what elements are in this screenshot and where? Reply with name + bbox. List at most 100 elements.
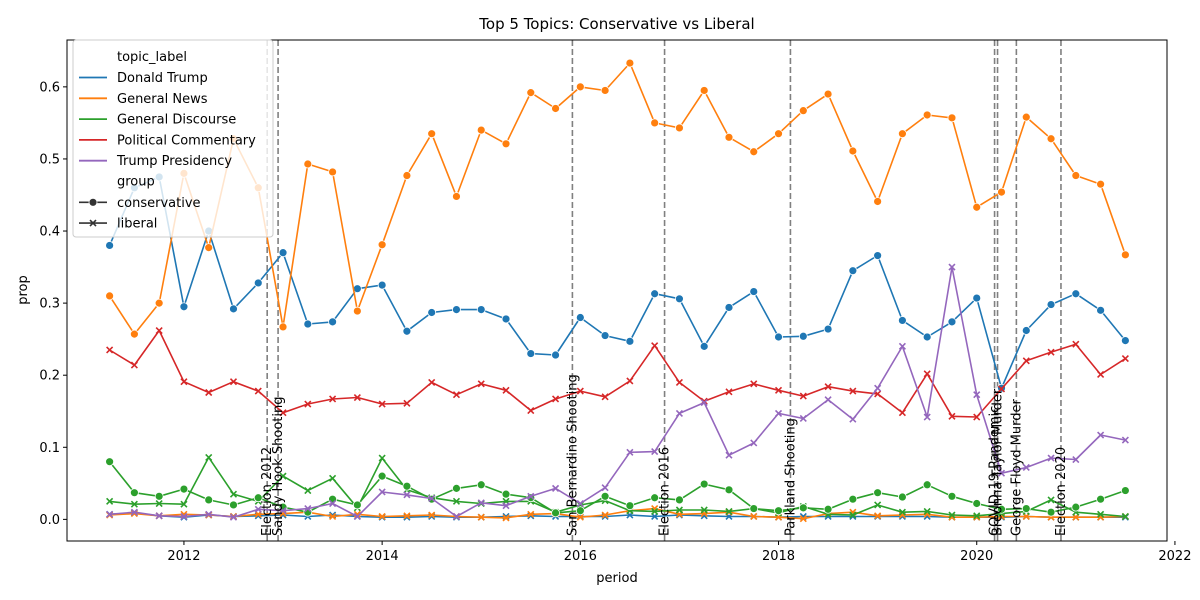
legend-entry: General Discourse [117,113,236,128]
data-point [1071,289,1081,299]
data-point [180,500,188,508]
data-point [675,123,684,133]
data-point [501,139,511,149]
data-point [403,491,411,499]
data-point [849,387,857,395]
data-point [278,248,288,258]
data-point [229,490,238,498]
data-point [502,514,510,522]
data-point [303,159,313,169]
data-point [651,507,659,516]
data-point [106,497,114,505]
data-point [948,511,956,519]
data-point [403,512,411,520]
data-point [229,378,238,386]
data-point [750,380,758,388]
data-point [873,197,883,206]
data-point [254,505,262,513]
data-point [823,89,833,99]
data-point [848,146,858,156]
data-point [155,326,163,335]
data-point [329,499,337,508]
data-point [898,508,906,516]
data-point [1022,357,1030,365]
liberal-line [109,507,1126,520]
data-point [675,378,683,386]
data-point [253,278,263,288]
data-point [675,294,684,304]
data-point [1046,300,1056,309]
data-point [476,480,486,490]
data-point [699,86,709,95]
x-tick-label: 2018 [762,549,795,564]
data-point [675,506,683,514]
data-point [823,504,833,514]
data-point [898,492,907,502]
data-point [501,489,511,499]
data-point [527,510,535,518]
data-point [526,88,536,98]
data-point [650,289,660,299]
data-point [427,308,437,317]
event-label: COVID-19 Pandemic [988,406,1003,536]
data-point [551,508,560,518]
data-point [105,241,115,250]
data-point [130,508,138,516]
y-axis: 0.0 0.1 0.2 0.3 0.4 0.5 0.6 [39,80,67,528]
legend-entry: Trump Presidency [116,154,232,169]
legend-entry: liberal [117,217,157,232]
data-point [922,480,932,490]
data-point [1120,250,1130,260]
data-point [625,336,635,346]
data-point [328,167,337,177]
data-point [798,106,808,116]
data-point [724,485,734,495]
data-point [551,395,560,403]
data-point [798,331,808,341]
data-point [973,413,981,421]
data-point [130,500,138,508]
data-point [923,507,931,516]
data-point [1071,502,1081,512]
data-point [973,512,981,520]
data-point [625,501,635,511]
data-point [304,504,312,513]
event-label: Election 2016 [658,447,673,536]
data-point [501,314,511,324]
data-point [253,493,263,503]
data-point [922,332,932,342]
data-point [948,412,956,420]
data-point [923,370,931,378]
data-point [576,387,584,395]
data-point [130,361,138,369]
data-point [229,304,238,314]
data-point [724,132,734,142]
data-point [377,240,387,250]
data-point [1097,431,1105,439]
data-point [452,497,461,505]
data-point [155,512,163,520]
data-point [1046,134,1056,144]
y-axis-label: prop [16,275,31,305]
legend-marker [89,219,97,227]
data-point [1072,455,1080,464]
data-point [725,451,733,459]
data-point [1120,486,1130,495]
data-point [279,507,287,515]
data-point [848,266,858,276]
data-point [1021,504,1031,513]
plot-frame [66,39,1168,542]
data-point [179,302,189,312]
data-point [972,293,982,303]
data-point [1021,112,1031,122]
legend-box [72,39,274,238]
event-label: Parkland Shooting [783,418,798,536]
data-point [600,331,610,340]
data-point [576,499,584,508]
y-tick-label: 0.6 [39,80,60,95]
data-point [1121,355,1129,363]
data-point [154,298,164,308]
data-point [824,396,832,404]
data-point [303,319,313,329]
data-point [1096,494,1106,504]
